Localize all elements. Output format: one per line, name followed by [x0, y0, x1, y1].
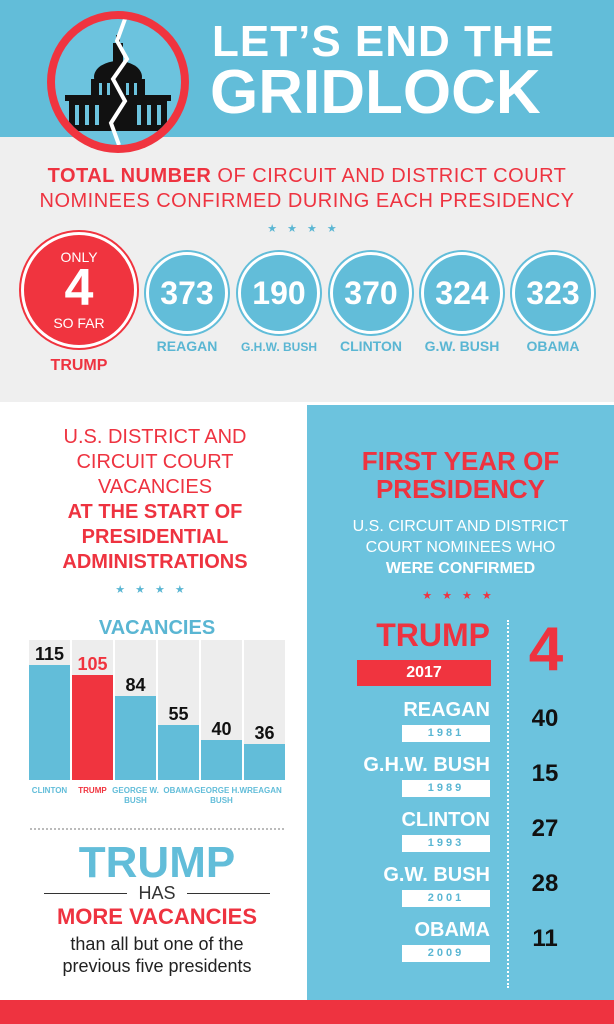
vacancies-title-l2: CIRCUIT COURT — [76, 451, 234, 473]
total-name-reagan: REAGAN — [156, 338, 218, 354]
total-name-ghw-bush: G.H.W. BUSH — [240, 340, 317, 354]
bar-4 — [201, 740, 242, 780]
first-year-trump-value: 4 — [528, 615, 564, 684]
first-year-sub: U.S. CIRCUIT AND DISTRICT COURT NOMINEES… — [307, 516, 614, 579]
trump-total-bottom: SO FAR — [53, 315, 105, 331]
vacancies-title-l3: VACANCIES — [97, 476, 213, 498]
headline-line1: LET’S END THE — [212, 17, 556, 66]
trump-big-label: TRUMP — [78, 838, 236, 887]
first-year-year-3: 2001 — [402, 890, 490, 907]
total-name-clinton: CLINTON — [340, 338, 402, 354]
totals-title-bold: TOTAL NUMBER — [47, 165, 212, 187]
totals-title-line2: NOMINEES CONFIRMED DURING EACH PRESIDENC… — [39, 190, 575, 212]
total-name-gw-bush: G.W. BUSH — [424, 338, 500, 354]
bar-label-5: REAGAN — [247, 786, 282, 795]
total-circle-clinton: 370 — [330, 252, 412, 334]
total-circle-reagan: 373 — [146, 252, 228, 334]
first-year-title: FIRST YEAR OF PRESIDENCY — [307, 447, 614, 503]
first-year-year-0: 1981 — [402, 725, 490, 742]
first-year-trump-name: TRUMP — [376, 617, 490, 653]
stars-divider: ★★★★ — [267, 223, 347, 235]
bar-label-3: OBAMA — [163, 786, 193, 795]
bar-0 — [29, 665, 70, 780]
headline-line2: GRIDLOCK — [210, 58, 541, 127]
totals-title: TOTAL NUMBER OF CIRCUIT AND DISTRICT COU… — [0, 164, 614, 214]
bar-label-4: GEORGE H.W. BUSH — [194, 786, 249, 805]
more-vacancies-sub: than all but one of the previous five pr… — [20, 933, 294, 977]
vacancies-title: U.S. DISTRICT AND CIRCUIT COURT VACANCIE… — [20, 425, 290, 575]
trump-total-value: 4 — [64, 259, 94, 317]
totals-title-rest: OF CIRCUIT AND DISTRICT COURT — [211, 165, 567, 187]
first-year-sub2: COURT NOMINEES WHO — [365, 539, 556, 556]
first-year-name-3: G.W. BUSH — [383, 864, 490, 886]
first-year-name-0: REAGAN — [403, 699, 490, 721]
bar-2 — [115, 696, 156, 780]
first-year-name-4: OBAMA — [414, 919, 490, 941]
vacancies-title-l1: U.S. DISTRICT AND — [63, 426, 247, 448]
vacancies-title-b3: ADMINISTRATIONS — [62, 551, 248, 573]
first-year-value-3: 28 — [531, 870, 559, 897]
first-year-value-2: 27 — [531, 815, 559, 842]
bar-label-2: GEORGE W. BUSH — [112, 786, 159, 805]
stars-divider-right: ★★★★ — [422, 590, 502, 602]
first-year-trump-year: 2017 — [357, 660, 491, 686]
trump-total-name: TRUMP — [50, 357, 108, 374]
dotted-divider — [30, 828, 284, 830]
vacancies-title-b1: AT THE START OF — [67, 501, 243, 523]
bottom-bar — [0, 1000, 614, 1024]
vacancies-bar-chart: 115 CLINTON 105 TRUMP 84 GEORGE W. BUSH 55 OBAMA… — [29, 640, 285, 805]
bar-5 — [244, 744, 285, 780]
total-circle-gw-bush: 324 — [421, 252, 503, 334]
first-year-value-4: 11 — [532, 925, 558, 952]
vacancies-title-b2: PRESIDENTIAL — [81, 526, 229, 548]
bar-3 — [158, 725, 199, 780]
bar-value-3: 55 — [168, 704, 188, 724]
bar-label-0: CLINTON — [32, 786, 68, 795]
bar-value-0: 115 — [35, 644, 64, 664]
more-sub1: than all but one of the — [70, 934, 244, 954]
stars-divider-left: ★★★★ — [115, 584, 195, 596]
total-name-obama: OBAMA — [526, 338, 580, 354]
chart-title: VACANCIES — [98, 617, 216, 639]
total-circle-ghw-bush: 190 — [238, 252, 320, 334]
first-year-name-2: CLINTON — [401, 809, 490, 831]
first-year-title2: PRESIDENCY — [375, 474, 546, 504]
more-vacancies: MORE VACANCIES — [56, 904, 258, 929]
bar-value-5: 36 — [254, 723, 274, 743]
total-circle-obama: 323 — [512, 252, 594, 334]
bar-label-1: TRUMP — [78, 786, 107, 795]
more-sub2: previous five presidents — [62, 956, 252, 976]
has-label: HAS — [127, 883, 187, 904]
vertical-divider — [507, 620, 509, 988]
bar-value-1: 105 — [77, 654, 107, 674]
bar-1 — [72, 675, 113, 780]
trump-total-top: ONLY — [60, 249, 98, 265]
first-year-year-2: 1993 — [402, 835, 490, 852]
first-year-sub3: WERE CONFIRMED — [385, 560, 536, 577]
first-year-value-0: 40 — [531, 705, 559, 732]
first-year-name-1: G.H.W. BUSH — [363, 754, 490, 776]
capitol-icon — [55, 19, 181, 145]
first-year-sub1: U.S. CIRCUIT AND DISTRICT — [352, 518, 569, 535]
first-year-year-4: 2009 — [402, 945, 490, 962]
bar-value-2: 84 — [125, 675, 145, 695]
first-year-title1: FIRST YEAR OF — [361, 446, 560, 476]
trump-total-circle: ONLY 4 SO FAR — [21, 232, 137, 348]
bar-value-4: 40 — [211, 719, 231, 739]
first-year-year-1: 1989 — [402, 780, 490, 797]
capitol-logo — [47, 11, 189, 153]
first-year-value-1: 15 — [531, 760, 559, 787]
